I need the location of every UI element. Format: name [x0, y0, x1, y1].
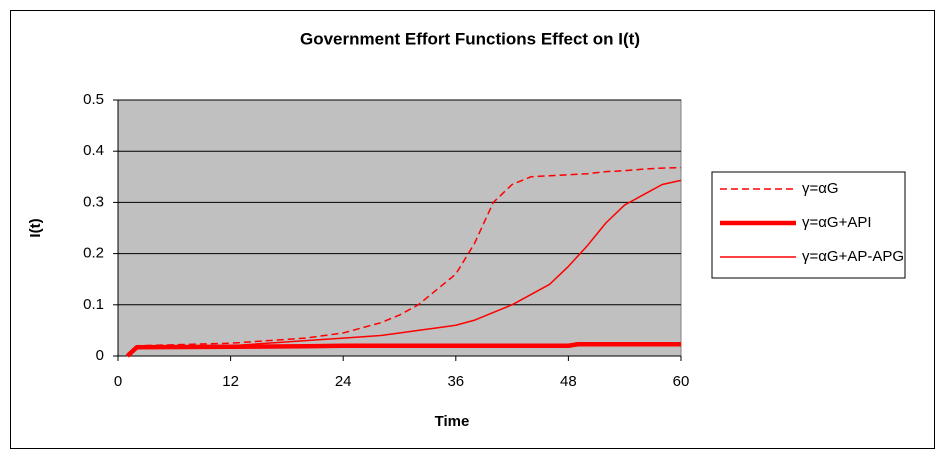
x-tick-label: 0: [114, 373, 122, 390]
legend-label: γ=αG+AP-APG: [802, 248, 904, 265]
plot-area: [117, 99, 682, 357]
y-tick-label: 0.5: [83, 91, 104, 108]
x-tick-label: 12: [222, 373, 239, 390]
legend-label: γ=αG+API: [802, 214, 872, 231]
y-tick-label: 0.3: [83, 193, 104, 210]
series-line: [126, 166, 682, 357]
series-line: [125, 341, 681, 358]
y-tick-label: 0: [96, 347, 104, 364]
x-tick-label: 24: [335, 373, 352, 390]
y-tick-label: 0.4: [83, 142, 104, 159]
x-tick-label: 36: [447, 373, 464, 390]
x-tick-label: 48: [560, 373, 577, 390]
x-axis-label: Time: [435, 413, 470, 430]
x-tick-label: 60: [673, 373, 690, 390]
chart-title: Government Effort Functions Effect on I(…: [300, 29, 640, 48]
legend-label: γ=αG: [802, 180, 839, 197]
y-tick-label: 0.1: [83, 296, 104, 313]
y-tick-label: 0.2: [83, 245, 104, 262]
series-line: [126, 179, 682, 357]
y-axis-label: I(t): [27, 218, 44, 237]
